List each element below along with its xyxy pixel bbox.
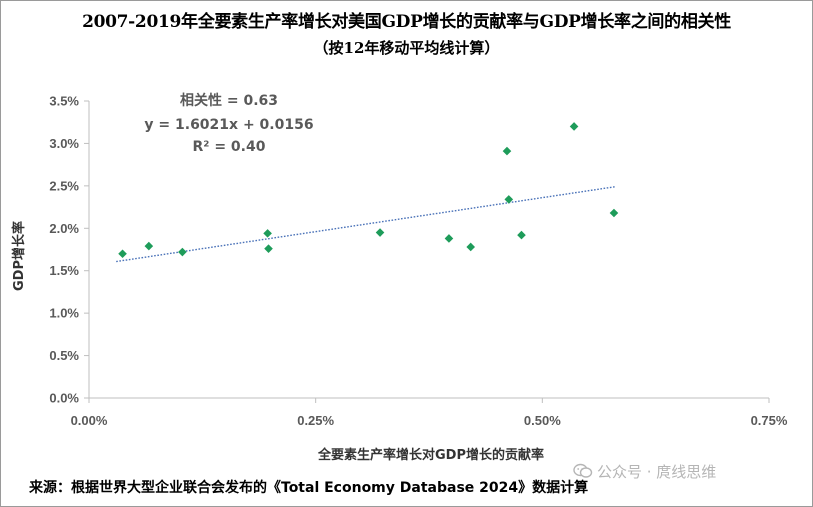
regression-annotation: R² = 0.40 bbox=[193, 139, 266, 155]
plot-axes bbox=[88, 101, 769, 399]
y-tick-label: 3.0% bbox=[49, 136, 79, 151]
data-point bbox=[264, 244, 273, 253]
y-tick-label: 0.0% bbox=[49, 391, 79, 406]
x-tick-label: 0.50% bbox=[524, 413, 561, 428]
data-point bbox=[144, 241, 154, 251]
data-point bbox=[569, 122, 579, 131]
data-point bbox=[517, 230, 526, 240]
y-tick-labels: 0.0% 0.5% 1.0% 1.5% 2.0% 2.5% 3.0% 3.5% bbox=[49, 94, 89, 406]
x-tick-labels: 0.00% 0.25% 0.50% 0.75% bbox=[71, 398, 788, 428]
data-point bbox=[504, 195, 514, 204]
y-tick-label: 1.5% bbox=[49, 263, 79, 278]
data-point bbox=[118, 249, 127, 259]
x-tick-label: 0.00% bbox=[71, 413, 108, 428]
x-axis-title: 全要素生产率增长对GDP增长的贡献率 bbox=[317, 447, 544, 463]
source-note: 来源：根据世界大型企业联合会发布的《Total Economy Database… bbox=[29, 480, 589, 496]
chart-title: 2007-2019年全要素生产率增长对美国GDP增长的贡献率与GDP增长率之间的… bbox=[82, 12, 731, 32]
data-point bbox=[466, 242, 476, 252]
regression-annotation: 相关性 = 0.63 bbox=[180, 92, 278, 109]
y-tick-label: 2.0% bbox=[49, 221, 79, 236]
y-tick-label: 0.5% bbox=[49, 348, 79, 363]
watermark-text: 公众号 · 庹线思维 bbox=[597, 463, 717, 481]
chart-subtitle: （按12年移动平均线计算） bbox=[313, 39, 500, 57]
x-tick-label: 0.75% bbox=[751, 413, 788, 428]
trendline bbox=[116, 186, 615, 263]
data-point bbox=[375, 228, 385, 237]
data-point bbox=[609, 208, 619, 218]
data-point bbox=[178, 247, 187, 257]
y-tick-label: 2.5% bbox=[49, 178, 79, 193]
data-points bbox=[118, 122, 619, 259]
regression-annotations: 相关性 = 0.63 y = 1.6021x + 0.0156 R² = 0.40 bbox=[144, 92, 313, 155]
wechat-bubbles-icon bbox=[573, 463, 593, 478]
y-tick-label: 3.5% bbox=[49, 94, 79, 109]
data-point bbox=[502, 146, 512, 156]
y-tick-label: 1.0% bbox=[49, 306, 79, 321]
x-tick-label: 0.25% bbox=[297, 413, 334, 428]
watermark: 公众号 · 庹线思维 bbox=[573, 461, 716, 482]
regression-annotation: y = 1.6021x + 0.0156 bbox=[144, 117, 313, 133]
trendline-group bbox=[116, 186, 615, 263]
data-point bbox=[263, 229, 272, 238]
y-axis-title: GDP增长率 bbox=[11, 221, 27, 291]
data-point bbox=[444, 234, 454, 243]
